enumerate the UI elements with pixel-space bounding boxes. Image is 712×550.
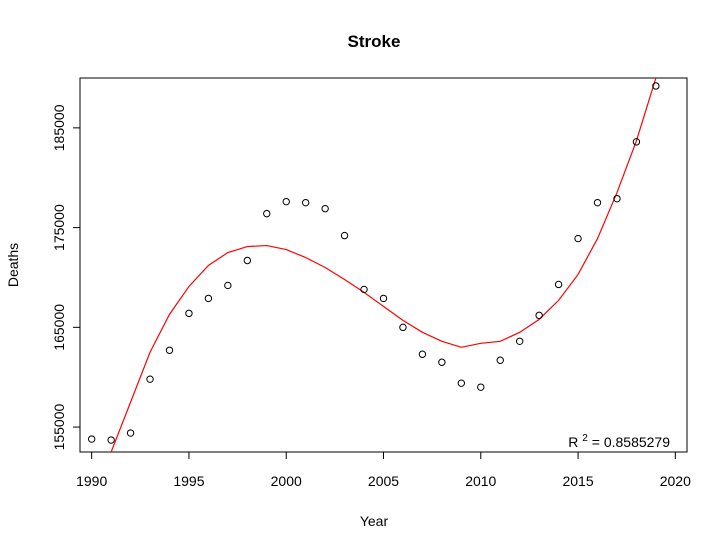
data-point [126, 429, 135, 437]
x-axis-tick-label: 2000 [271, 473, 302, 489]
data-points-layer [87, 82, 660, 444]
x-axis-tick-label: 2015 [562, 473, 593, 489]
y-axis-tick-label: 185000 [51, 104, 67, 151]
data-point [457, 379, 466, 387]
data-point [593, 198, 602, 207]
data-point [224, 281, 232, 290]
data-point [379, 294, 388, 303]
data-point [554, 280, 563, 289]
fit-curve [110, 77, 657, 453]
y-axis-label: Deaths [5, 243, 21, 287]
data-point [535, 311, 543, 320]
data-point [204, 294, 213, 303]
x-axis-tick-label: 2020 [660, 473, 691, 489]
data-point [574, 234, 582, 243]
x-axis-tick-label: 2010 [465, 473, 496, 489]
data-point [146, 375, 154, 383]
data-point [613, 194, 621, 203]
r-squared-base: R [568, 434, 578, 450]
data-point [282, 197, 290, 206]
data-point [321, 204, 329, 213]
data-point [243, 256, 252, 265]
data-point [477, 383, 485, 391]
r-squared-annotation: R 2 = 0.8585279 [568, 428, 670, 450]
data-point [438, 358, 446, 366]
data-point [185, 309, 193, 318]
y-axis-tick-label: 155000 [51, 403, 67, 450]
axes-layer: 1990 1995 2000 2005 2010 2015 2020 155000 165000… [51, 104, 691, 489]
chart-title: Stroke [348, 32, 401, 51]
x-axis-tick-label: 2005 [368, 473, 399, 489]
plot-area-border [79, 77, 688, 453]
data-point [165, 346, 174, 354]
fit-curve-layer [110, 77, 657, 453]
data-point [107, 436, 115, 444]
data-point [263, 209, 271, 218]
y-axis-tick-label: 165000 [51, 304, 67, 351]
x-axis-label: Year [360, 513, 389, 529]
y-axis-tick-label: 175000 [51, 204, 67, 251]
data-point [87, 435, 96, 443]
data-point [652, 82, 660, 90]
data-point [515, 337, 524, 345]
data-point [496, 356, 504, 364]
data-point [360, 285, 368, 294]
data-point [301, 198, 310, 207]
data-point [632, 138, 641, 146]
data-point [418, 350, 427, 358]
x-axis-tick-label: 1990 [76, 473, 107, 489]
x-axis-tick-label: 1995 [173, 473, 204, 489]
data-point [340, 231, 349, 240]
data-point [399, 323, 407, 332]
r-squared-value: = 0.8585279 [592, 434, 670, 450]
r-squared-superscript: 2 [582, 433, 588, 444]
